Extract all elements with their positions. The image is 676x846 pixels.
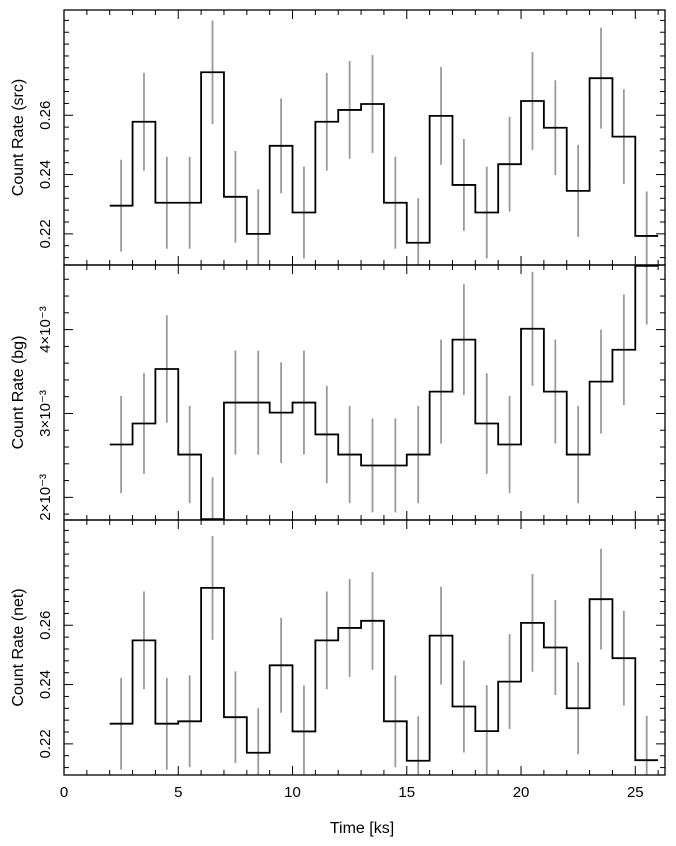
- y-axis-label-bg: Count Rate (bg): [10, 336, 27, 450]
- y-tick-label-bg: 2×10⁻³: [37, 474, 54, 521]
- panel-bg-count-rate: 2×10⁻³ 3×10⁻³ 4×10⁻³ Count Rate (bg): [10, 264, 666, 521]
- y-tick-label-net: 0.24: [37, 670, 54, 699]
- y-tick-label-src: 0.26: [37, 101, 54, 130]
- step-line-src: [109, 71, 659, 244]
- panel-src-count-rate: 0.22 0.24 0.26 Count Rate (src): [10, 9, 666, 266]
- y-tick-label-bg: 3×10⁻³: [37, 390, 54, 437]
- y-tick-label-net: 0.26: [37, 611, 54, 640]
- y-tick-label-net: 0.22: [37, 729, 54, 758]
- y-tick-label-bg: 4×10⁻³: [37, 306, 54, 353]
- panel-frame-bg: [63, 264, 666, 521]
- step-line-net: [109, 587, 659, 762]
- y-axis-label-src: Count Rate (src): [10, 79, 27, 196]
- x-tick-label: 15: [398, 784, 415, 801]
- y-axis-label-net: Count Rate (net): [10, 588, 27, 706]
- x-tick-label: 25: [627, 784, 644, 801]
- x-tick-label: 5: [174, 784, 182, 801]
- x-tick-label: 20: [513, 784, 530, 801]
- step-line-bg: [109, 264, 659, 521]
- panel-frame-net: [63, 519, 666, 776]
- y-tick-label-src: 0.24: [37, 160, 54, 189]
- x-tick-label: 0: [60, 784, 68, 801]
- x-tick-label: 10: [284, 784, 301, 801]
- x-axis: 0 5 10 15 20 25: [60, 784, 644, 801]
- y-tick-label-src: 0.22: [37, 219, 54, 248]
- panel-frame-src: [63, 9, 666, 266]
- panel-net-count-rate: 0.22 0.24 0.26 Count Rate (net): [10, 519, 666, 776]
- x-axis-label: Time [ks]: [330, 820, 394, 837]
